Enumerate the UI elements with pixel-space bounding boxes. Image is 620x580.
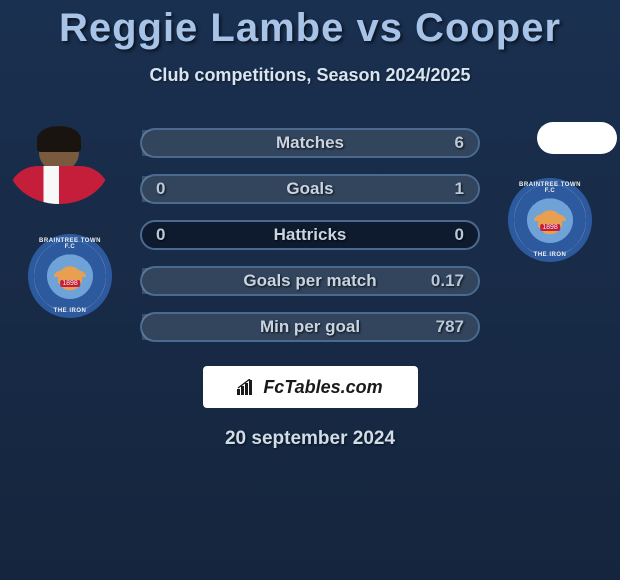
avatar-jersey-icon — [8, 166, 110, 204]
page-title: Reggie Lambe vs Cooper — [0, 0, 620, 51]
stat-row: Min per goal 787 — [140, 312, 480, 342]
club-badge-left: BRAINTREE TOWN F.C 1898 THE IRON — [28, 234, 112, 318]
badge-left-text-top: BRAINTREE TOWN F.C — [34, 238, 106, 250]
bridge-icon — [534, 215, 566, 221]
stat-row: 0 Hattricks 0 — [140, 220, 480, 250]
badge-left-text-bottom: THE IRON — [34, 308, 106, 314]
stat-row: Matches 6 — [140, 128, 480, 158]
bar-chart-icon — [237, 379, 257, 395]
stat-right-value: 1 — [434, 179, 464, 199]
stat-left-value: 0 — [156, 179, 186, 199]
player-left-avatar — [8, 122, 110, 204]
date-caption: 20 september 2024 — [0, 428, 620, 450]
stat-left-value: 0 — [156, 225, 186, 245]
stat-right-value: 787 — [434, 317, 464, 337]
page-subtitle: Club competitions, Season 2024/2025 — [0, 65, 620, 86]
stat-row: Goals per match 0.17 — [140, 266, 480, 296]
stat-label: Min per goal — [260, 317, 360, 337]
stat-label: Hattricks — [274, 225, 347, 245]
badge-right-year: 1898 — [540, 224, 560, 231]
stat-right-value: 0 — [434, 225, 464, 245]
branding-text: FcTables.com — [263, 377, 382, 398]
stat-right-value: 6 — [434, 133, 464, 153]
player-right-avatar — [537, 122, 617, 154]
badge-left-year: 1898 — [60, 280, 80, 287]
club-crest-icon: 1898 — [47, 253, 93, 299]
avatar-hair-icon — [37, 126, 81, 152]
club-crest-icon: 1898 — [527, 197, 573, 243]
stat-label: Goals — [286, 179, 333, 199]
stats-container: Matches 6 0 Goals 1 0 Hattricks 0 Goals per matc… — [140, 128, 480, 342]
stat-right-value: 0.17 — [431, 271, 464, 291]
branding-badge: FcTables.com — [203, 366, 418, 408]
stat-label: Goals per match — [243, 271, 376, 291]
badge-right-text-bottom: THE IRON — [514, 252, 586, 258]
bridge-icon — [54, 271, 86, 277]
stat-row: 0 Goals 1 — [140, 174, 480, 204]
stat-label: Matches — [276, 133, 344, 153]
club-badge-right: BRAINTREE TOWN F.C 1898 THE IRON — [508, 178, 592, 262]
badge-right-text-top: BRAINTREE TOWN F.C — [514, 182, 586, 194]
